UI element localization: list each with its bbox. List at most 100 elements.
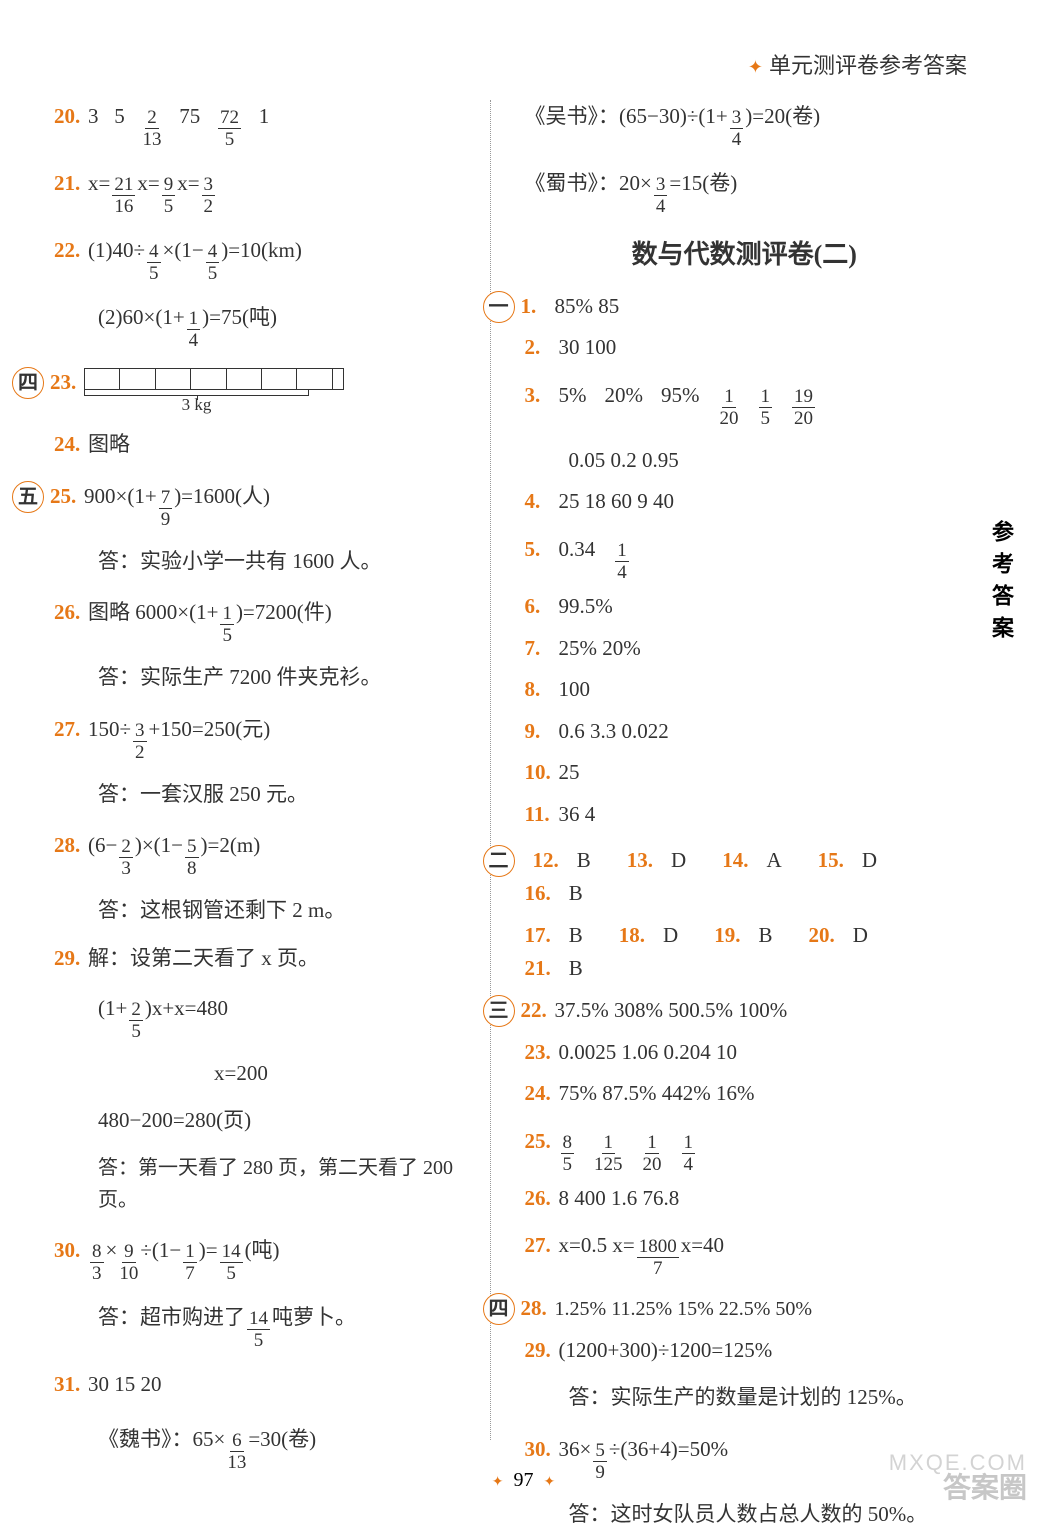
- q-num: 27.: [525, 1229, 555, 1263]
- text: 5%: [559, 379, 587, 413]
- q-num: 21.: [525, 956, 551, 980]
- q-num: 23.: [50, 366, 80, 400]
- text: ×(1−: [163, 234, 204, 268]
- fraction: 14: [682, 1133, 696, 1174]
- text: 95%: [661, 379, 700, 413]
- text: 3: [88, 100, 99, 134]
- q-num: 7.: [525, 632, 555, 666]
- fraction: 32: [133, 721, 147, 762]
- mc-answer: A: [766, 848, 781, 872]
- fraction: 95: [162, 175, 176, 216]
- text: )=2(m): [201, 829, 261, 863]
- mc-answer: B: [569, 923, 583, 947]
- brace-label: 3 kg: [84, 390, 309, 414]
- bar-diagram: 3 kg: [84, 368, 344, 414]
- mc-answer: B: [569, 956, 583, 980]
- fraction: 45: [147, 242, 161, 283]
- fraction: 34: [730, 108, 744, 149]
- fraction: 15: [220, 604, 234, 645]
- text: (1200+300)÷1200=125%: [559, 1334, 773, 1368]
- answer-row: 22. (1)40÷ 45 ×(1− 45 )=10(km): [54, 234, 474, 283]
- answer-row: 26.8 400 1.6 76.8: [525, 1182, 994, 1216]
- q-num: 8.: [525, 673, 555, 707]
- fraction: 145: [220, 1242, 243, 1283]
- q-num: 10.: [525, 756, 555, 790]
- answer-row: 27. 150÷ 32 +150=250(元): [54, 713, 474, 762]
- answer-row: (1+ 25 )x+x=480: [54, 992, 474, 1041]
- text: )=7200(件): [236, 596, 332, 630]
- text: (1+: [98, 992, 127, 1026]
- watermark-text: 答案圈: [943, 1466, 1027, 1506]
- text: (2)60×(1+: [98, 301, 185, 335]
- answer-row: 30. 83 × 910 ÷(1− 17 )= 145 (吨): [54, 1234, 474, 1283]
- text: =30(卷): [248, 1423, 316, 1457]
- q-num: 2.: [525, 331, 555, 365]
- text: 150÷: [88, 713, 131, 747]
- q-num: 25.: [525, 1125, 555, 1159]
- q-num: 31.: [54, 1368, 84, 1402]
- section-title: 数与代数测评卷(二): [495, 234, 994, 276]
- fraction: 17: [183, 1242, 197, 1283]
- q-num: 16.: [525, 881, 551, 905]
- answer-text: 答：一套汉服 250 元。: [54, 778, 474, 812]
- q-num: 9.: [525, 715, 555, 749]
- q-num: 20.: [808, 923, 834, 947]
- text: ÷(1−: [140, 1234, 181, 1268]
- q-num: 26.: [525, 1182, 555, 1216]
- text: 75% 87.5% 442% 16%: [559, 1077, 755, 1111]
- text: 25 18 60 9 40: [559, 485, 675, 519]
- text: 吨萝卜。: [272, 1301, 356, 1335]
- q-num: 5.: [525, 533, 555, 567]
- q-num: 17.: [525, 923, 551, 947]
- text: 0.6 3.3 0.022: [559, 715, 669, 749]
- fraction: 613: [227, 1431, 246, 1472]
- answer-row: 25. 85 1125 120 14: [525, 1125, 994, 1174]
- text: )x+x=480: [145, 992, 228, 1026]
- q-num: 28.: [54, 829, 84, 863]
- q-num: 25.: [50, 480, 80, 514]
- answer-text: 答：第一天看了 280 页，第二天看了 200 页。: [54, 1152, 474, 1216]
- answer-row: 29. 解：设第二天看了 x 页。: [54, 942, 474, 976]
- mc-answer: D: [853, 923, 868, 947]
- text: 8 400 1.6 76.8: [559, 1182, 680, 1216]
- q-num: 22.: [54, 234, 84, 268]
- answer-row: 7.25% 20%: [525, 632, 994, 666]
- answer-row: 答：超市购进了 145 吨萝卜。: [54, 1301, 474, 1350]
- q-num: 20.: [54, 100, 84, 134]
- text: 《蜀书》：20×: [525, 167, 652, 201]
- text: 5: [114, 100, 125, 134]
- mc-answer: D: [671, 848, 686, 872]
- content-area: 20. 3 5 213 75 725 1 21. x= 2116 x= 95 x…: [54, 100, 994, 1540]
- answer-text: 答：这根钢管还剩下 2 m。: [54, 894, 474, 928]
- q-num: 6.: [525, 590, 555, 624]
- q-num: 21.: [54, 167, 84, 201]
- q-num: 26.: [54, 596, 84, 630]
- fraction: 120: [643, 1133, 662, 1174]
- answer-row: 五 25. 900×(1+ 79 )=1600(人): [54, 480, 474, 529]
- answer-row: (2)60×(1+ 14 )=75(吨): [54, 301, 474, 350]
- q-num: 1.: [521, 290, 551, 324]
- answer-text: 480−200=280(页): [54, 1104, 474, 1138]
- answer-row: 26. 图略 6000×(1+ 15 )=7200(件): [54, 596, 474, 645]
- fraction: 15: [759, 387, 773, 428]
- fraction: 18007: [637, 1237, 679, 1278]
- text: (吨): [245, 1234, 280, 1268]
- mc-answer: D: [862, 848, 877, 872]
- fraction: 14: [187, 309, 201, 350]
- text: 1.25% 11.25% 15% 22.5% 50%: [555, 1293, 813, 1325]
- text: 图略 6000×(1+: [88, 596, 218, 630]
- section-badge: 一: [483, 291, 515, 323]
- fraction: 32: [202, 175, 216, 216]
- q-num: 30.: [54, 1234, 84, 1268]
- answer-row: 29.(1200+300)÷1200=125%: [525, 1334, 994, 1368]
- text: x=: [137, 167, 159, 201]
- text: x=40: [681, 1229, 724, 1263]
- answer-row: 2.30 100: [525, 331, 994, 365]
- answer-text: 答：实验小学一共有 1600 人。: [54, 545, 474, 579]
- fraction: 83: [90, 1242, 104, 1283]
- text: )=10(km): [221, 234, 302, 268]
- text: (1)40÷: [88, 234, 145, 268]
- fraction: 910: [119, 1242, 138, 1283]
- text: (6−: [88, 829, 117, 863]
- text: 36 4: [559, 798, 596, 832]
